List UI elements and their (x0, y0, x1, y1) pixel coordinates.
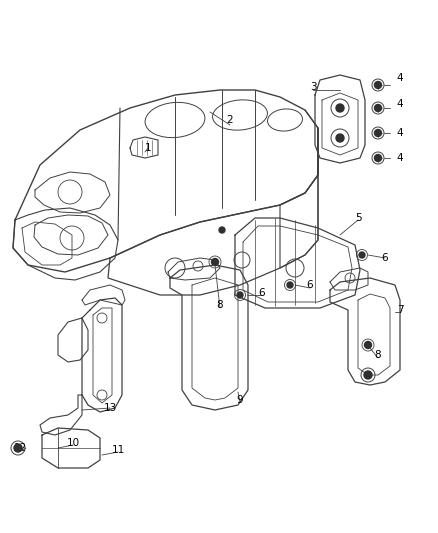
Text: 1: 1 (145, 143, 151, 153)
Circle shape (237, 292, 243, 298)
Circle shape (359, 252, 365, 258)
Text: 4: 4 (397, 153, 403, 163)
Text: 11: 11 (111, 445, 125, 455)
Text: 3: 3 (310, 82, 316, 92)
Circle shape (364, 371, 372, 379)
Text: 4: 4 (397, 128, 403, 138)
Text: 2: 2 (227, 115, 233, 125)
Circle shape (374, 155, 381, 161)
Text: 6: 6 (307, 280, 313, 290)
Circle shape (14, 444, 22, 452)
Circle shape (336, 134, 344, 142)
Text: 4: 4 (397, 99, 403, 109)
Text: 8: 8 (374, 350, 381, 360)
Text: 4: 4 (397, 73, 403, 83)
Circle shape (364, 342, 371, 349)
Text: 9: 9 (237, 395, 244, 405)
Circle shape (374, 130, 381, 136)
Text: 13: 13 (103, 403, 117, 413)
Text: 5: 5 (355, 213, 361, 223)
Text: 7: 7 (397, 305, 403, 315)
Text: 6: 6 (259, 288, 265, 298)
Circle shape (336, 104, 344, 112)
Text: 12: 12 (14, 443, 27, 453)
Circle shape (374, 104, 381, 111)
Circle shape (374, 82, 381, 88)
Circle shape (212, 259, 219, 265)
Text: 10: 10 (67, 438, 80, 448)
Circle shape (219, 227, 225, 233)
Circle shape (287, 282, 293, 288)
Text: 6: 6 (381, 253, 389, 263)
Text: 8: 8 (217, 300, 223, 310)
